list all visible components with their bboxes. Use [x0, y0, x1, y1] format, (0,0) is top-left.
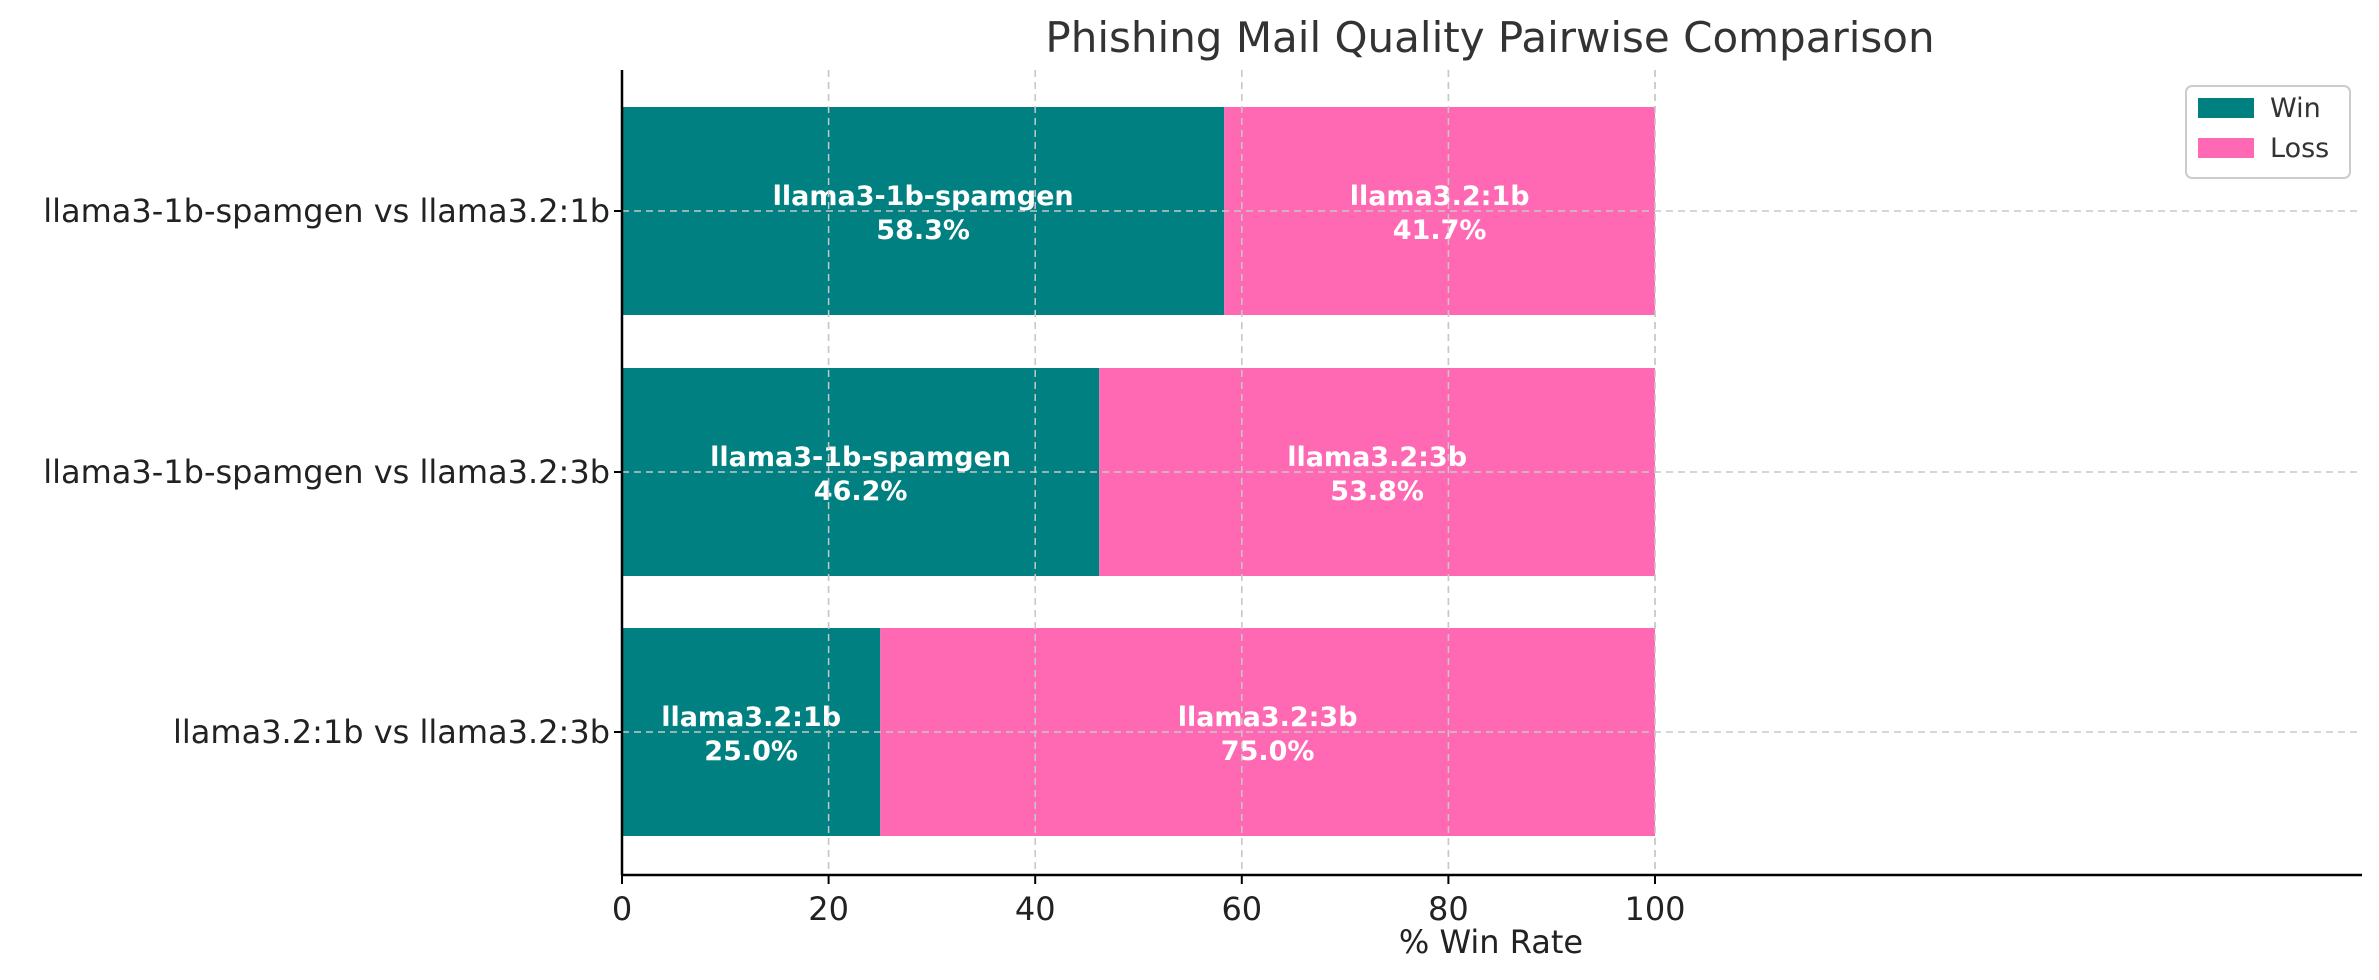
legend-swatch-loss	[2198, 138, 2254, 158]
x-tick-label: 0	[612, 890, 632, 928]
x-axis-label: % Win Rate	[1399, 923, 1583, 961]
bar-value-label: 25.0%	[704, 736, 798, 767]
y-tick-label: llama3.2:1b vs llama3.2:3b	[173, 713, 610, 751]
y-tick-label: llama3-1b-spamgen vs llama3.2:3b	[43, 453, 610, 491]
chart-title: Phishing Mail Quality Pairwise Compariso…	[1045, 13, 1934, 62]
x-tick-label: 100	[1624, 890, 1685, 928]
bar-value-label: 46.2%	[814, 476, 908, 507]
x-tick-label: 60	[1221, 890, 1262, 928]
bar-value-label: 41.7%	[1393, 215, 1487, 246]
bar-win	[622, 628, 881, 836]
bar-value-label: 58.3%	[876, 215, 970, 246]
bar-model-label: llama3.2:1b	[1350, 181, 1530, 212]
legend-label-win: Win	[2270, 93, 2321, 124]
x-tick-label: 80	[1428, 890, 1469, 928]
bar-value-label: 53.8%	[1330, 476, 1424, 507]
x-tick-label: 40	[1015, 890, 1056, 928]
bar-model-label: llama3-1b-spamgen	[773, 181, 1074, 212]
bar-model-label: llama3.2:1b	[661, 702, 841, 733]
legend-label-loss: Loss	[2270, 133, 2329, 164]
legend: Win Loss	[2185, 85, 2351, 179]
ticks-layer: llama3-1b-spamgen vs llama3.2:1b llama3-1…	[43, 192, 1685, 928]
bar-model-label: llama3-1b-spamgen	[710, 442, 1011, 473]
x-tick-label: 20	[808, 890, 849, 928]
legend-swatch-win	[2198, 98, 2254, 118]
bar-model-label: llama3.2:3b	[1178, 702, 1358, 733]
bar-value-label: 75.0%	[1221, 736, 1315, 767]
y-tick-label: llama3-1b-spamgen vs llama3.2:1b	[43, 192, 610, 230]
bar-model-label: llama3.2:3b	[1287, 442, 1467, 473]
